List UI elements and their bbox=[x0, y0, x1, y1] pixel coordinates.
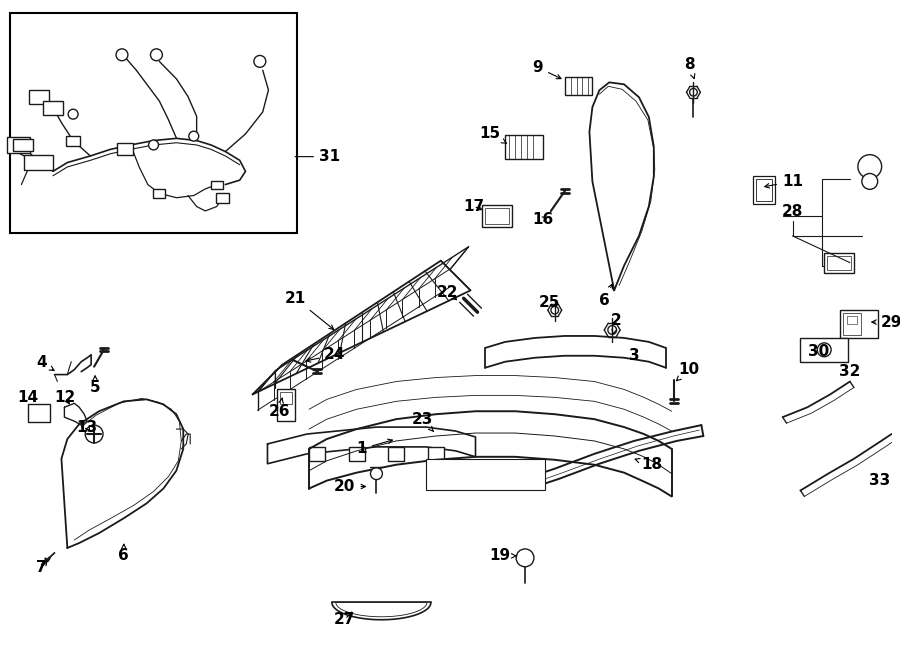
Text: 15: 15 bbox=[480, 126, 507, 143]
Circle shape bbox=[689, 89, 698, 96]
Bar bbox=[843, 313, 861, 335]
Circle shape bbox=[189, 131, 199, 141]
Bar bbox=[28, 405, 50, 422]
Text: 12: 12 bbox=[55, 390, 76, 405]
Text: 6: 6 bbox=[119, 544, 130, 563]
Bar bbox=[23, 155, 53, 171]
Text: 2: 2 bbox=[611, 313, 622, 334]
Bar bbox=[29, 90, 49, 104]
Bar bbox=[67, 136, 80, 145]
Bar bbox=[485, 208, 509, 224]
Circle shape bbox=[86, 425, 103, 443]
Text: 17: 17 bbox=[463, 199, 484, 214]
Text: 22: 22 bbox=[437, 285, 458, 300]
Text: 31: 31 bbox=[295, 149, 340, 164]
Bar bbox=[482, 205, 512, 227]
Text: 6: 6 bbox=[598, 284, 612, 308]
Text: 23: 23 bbox=[411, 412, 434, 432]
Text: 7: 7 bbox=[36, 561, 47, 575]
Bar bbox=[753, 176, 775, 204]
Text: 14: 14 bbox=[17, 390, 39, 405]
Bar bbox=[10, 13, 297, 233]
Bar bbox=[824, 253, 854, 272]
Text: 19: 19 bbox=[490, 549, 517, 563]
Text: 20: 20 bbox=[334, 479, 365, 494]
Bar bbox=[6, 137, 31, 153]
Circle shape bbox=[116, 49, 128, 61]
Bar bbox=[847, 316, 857, 324]
Text: 5: 5 bbox=[90, 376, 101, 395]
Circle shape bbox=[817, 343, 831, 357]
Circle shape bbox=[862, 173, 878, 189]
Text: 4: 4 bbox=[36, 355, 54, 370]
Text: 13: 13 bbox=[76, 420, 98, 434]
Circle shape bbox=[551, 307, 559, 314]
Bar bbox=[216, 193, 230, 203]
Bar bbox=[564, 77, 592, 95]
Text: 1: 1 bbox=[356, 439, 392, 456]
Text: 18: 18 bbox=[635, 457, 662, 472]
Bar bbox=[426, 459, 544, 490]
Text: 16: 16 bbox=[532, 212, 554, 227]
Bar bbox=[800, 338, 848, 362]
Text: 21: 21 bbox=[284, 291, 334, 329]
Bar bbox=[428, 447, 444, 461]
Text: 24: 24 bbox=[306, 347, 346, 362]
Circle shape bbox=[68, 109, 78, 119]
Bar bbox=[756, 179, 771, 201]
Circle shape bbox=[148, 140, 158, 150]
Text: 33: 33 bbox=[869, 473, 890, 488]
Bar bbox=[840, 310, 878, 338]
Bar bbox=[277, 389, 295, 421]
Text: 11: 11 bbox=[765, 174, 803, 189]
Text: 28: 28 bbox=[782, 204, 803, 219]
Text: 29: 29 bbox=[872, 315, 900, 330]
Bar bbox=[43, 100, 63, 114]
Text: 25: 25 bbox=[539, 295, 561, 310]
Text: 9: 9 bbox=[533, 60, 561, 79]
Text: 30: 30 bbox=[807, 344, 829, 360]
Bar bbox=[117, 143, 132, 155]
Text: 27: 27 bbox=[334, 612, 356, 627]
Circle shape bbox=[371, 468, 382, 480]
Bar bbox=[827, 256, 850, 270]
Bar bbox=[388, 447, 404, 461]
Bar bbox=[309, 447, 325, 461]
Bar bbox=[153, 189, 166, 198]
Text: 3: 3 bbox=[629, 348, 639, 364]
Bar bbox=[348, 447, 364, 461]
Circle shape bbox=[858, 155, 882, 178]
Bar bbox=[505, 135, 543, 159]
Circle shape bbox=[150, 49, 162, 61]
Bar bbox=[280, 393, 292, 405]
Text: 26: 26 bbox=[268, 398, 290, 418]
Text: 8: 8 bbox=[684, 57, 695, 79]
Bar bbox=[13, 139, 32, 151]
Circle shape bbox=[608, 326, 616, 334]
Text: 10: 10 bbox=[677, 362, 699, 381]
Circle shape bbox=[254, 56, 266, 67]
Text: 32: 32 bbox=[840, 364, 860, 379]
Bar bbox=[211, 180, 222, 190]
Circle shape bbox=[516, 549, 534, 566]
